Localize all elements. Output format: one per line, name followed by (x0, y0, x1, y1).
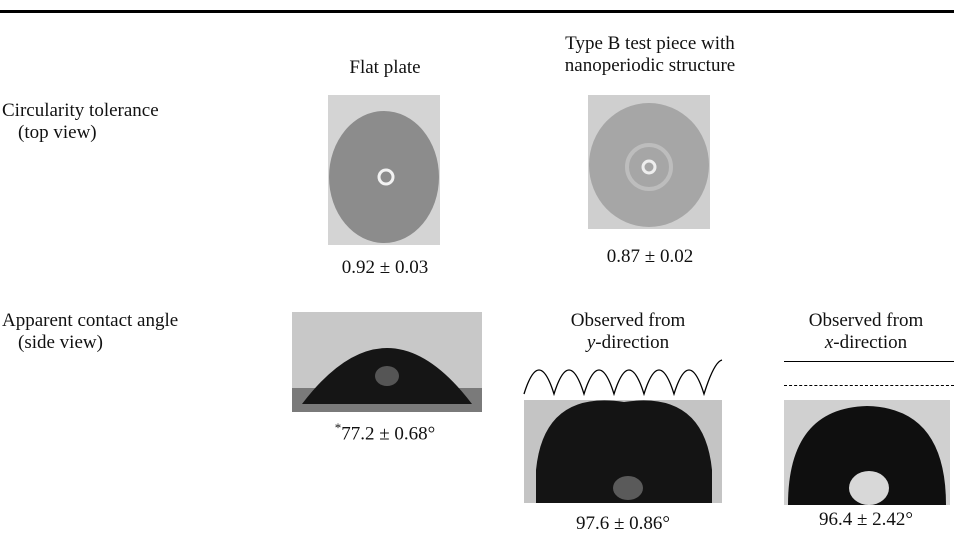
typeb-x-image (784, 400, 950, 505)
row-sublabel: (side view) (18, 332, 103, 354)
cell-value: 97.6 ± 0.86° (576, 513, 670, 535)
wave-profile (520, 356, 726, 398)
top-rule (0, 10, 954, 13)
column-header: Type B test piece with nanoperiodic stru… (535, 33, 765, 77)
cell-value: 96.4 ± 2.42° (819, 509, 913, 531)
caption: Observed from (571, 310, 686, 331)
row-sublabel: (top view) (18, 122, 97, 144)
flat-top-image (328, 95, 440, 245)
column-header: Flat plate (349, 57, 420, 79)
cell-value: 0.87 ± 0.02 (607, 246, 693, 268)
row-label: Apparent contact angle (2, 310, 178, 332)
direction: x-direction (809, 332, 924, 354)
table-page: Flat plate Type B test piece with nanope… (0, 0, 954, 538)
value-text: 77.2 ± 0.68° (341, 423, 435, 444)
flat-profile (784, 361, 954, 362)
row-label: Circularity tolerance (2, 100, 159, 122)
cell-value: *77.2 ± 0.68° (335, 417, 436, 445)
flat-side-image (292, 312, 482, 412)
dashed-profile (784, 385, 954, 386)
cell-value: 0.92 ± 0.03 (342, 257, 428, 279)
caption: Observed from (809, 310, 924, 331)
typeb-top-image (588, 95, 710, 229)
typeb-y-image (524, 400, 722, 503)
direction: y-direction (571, 332, 686, 354)
